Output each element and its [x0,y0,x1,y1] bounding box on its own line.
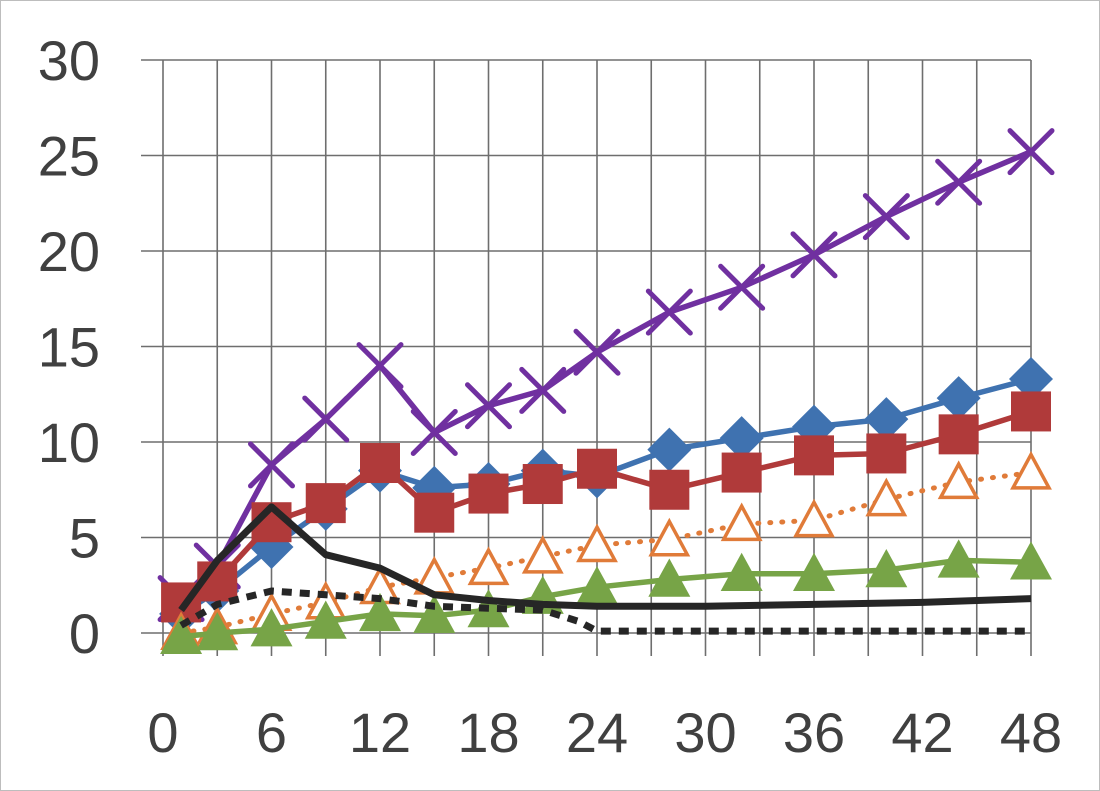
data-point-square [577,448,617,489]
y-tick-label: 30 [38,29,100,92]
data-point-triangle [196,612,239,651]
data-point-diamond [647,427,692,472]
data-point-open-triangle [521,534,564,574]
data-point-square [468,473,509,514]
x-tick-label: 18 [457,701,519,764]
data-point-x [645,288,693,336]
x-tick-label: 6 [256,701,287,764]
data-point-diamond [719,416,764,461]
data-point-triangle [250,608,293,647]
data-point-diamond [1009,356,1053,401]
y-axis-ticks: 0 5 10 15 20 25 30 [38,29,100,665]
data-point-open-triangle [648,517,691,557]
data-point-open-triangle [793,498,835,538]
x-tick-label: 24 [566,701,628,764]
data-point-x [790,231,838,279]
data-point-diamond [864,397,909,442]
data-point-x [410,408,458,456]
y-tick-label: 5 [69,507,100,570]
data-point-x [356,342,404,390]
y-tick-label: 25 [38,125,100,188]
series-line [179,587,1031,635]
data-point-triangle [1010,541,1052,580]
data-point-square [1011,391,1051,432]
data-point-triangle [720,552,763,592]
x-tick-label: 30 [674,701,736,764]
data-point-open-triangle [720,502,763,542]
data-point-triangle [359,592,401,632]
x-axis-ticks: 0 6 12 18 24 30 36 42 48 [147,701,1062,764]
x-tick-label: 36 [783,701,845,764]
series-5 [178,503,1032,613]
y-tick-label: 10 [38,411,100,474]
data-point-triangle [793,552,835,592]
data-point-open-triangle [865,477,908,517]
data-point-x [862,193,910,241]
data-point-triangle [937,539,980,578]
data-point-open-triangle [1010,450,1052,490]
x-tick-label: 0 [147,701,178,764]
data-point-square [721,452,762,493]
series-6 [179,587,1031,635]
series-line [178,503,1032,613]
y-tick-label: 20 [38,220,100,283]
data-point-x [573,328,621,376]
series-lines [157,128,1055,655]
x-tick-label: 48 [1000,701,1062,764]
data-point-triangle [304,600,347,639]
data-point-square [522,464,563,505]
data-point-x [248,441,295,489]
data-point-square [360,443,400,484]
data-point-triangle [648,558,691,597]
y-tick-label: 15 [38,316,100,379]
data-point-x [519,366,567,414]
data-point-triangle [413,594,456,634]
data-point-square [938,414,979,455]
series-line [179,149,1033,601]
x-tick-label: 12 [349,701,411,764]
data-point-open-triangle [467,546,510,586]
data-point-triangle [865,548,908,588]
data-point-square [305,483,346,524]
data-point-x [718,263,766,311]
data-point-square [866,433,907,474]
data-point-open-triangle [937,460,980,500]
data-point-diamond [936,376,981,421]
data-point-x [1007,128,1055,176]
data-point-triangle [576,566,618,605]
data-point-open-triangle [576,523,618,563]
data-point-x [465,382,512,430]
x-tick-label: 42 [891,701,953,764]
data-point-square [794,435,834,476]
data-point-x [935,158,983,206]
data-point-x [302,395,350,443]
data-point-triangle [160,615,203,655]
data-point-square [649,469,690,510]
data-point-square [414,492,455,533]
y-tick-label: 0 [69,602,100,665]
